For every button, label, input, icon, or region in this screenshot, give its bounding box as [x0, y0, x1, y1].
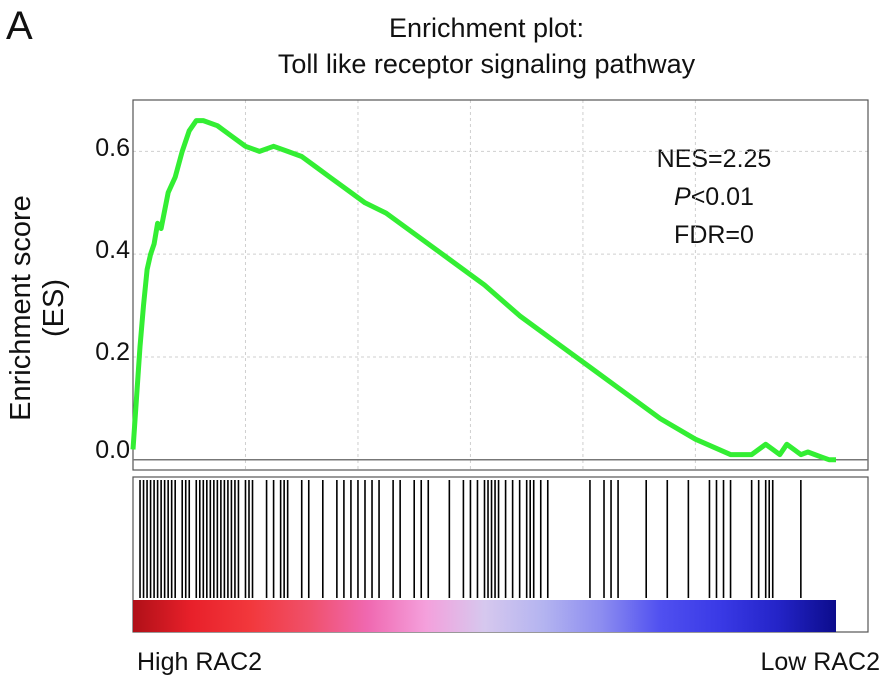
x-label-left: High RAC2	[137, 648, 263, 676]
es-curve	[130, 118, 836, 463]
x-label-right: Low RAC2	[760, 648, 881, 676]
p-value-text: P<0.01	[614, 183, 814, 212]
rank-heatmap	[133, 600, 836, 632]
fdr-text: FDR=0	[674, 221, 754, 249]
y-tick-label: 0.4	[95, 236, 130, 264]
y-tick-label: 0.6	[95, 134, 130, 162]
y-tick-label: 0.0	[95, 436, 130, 464]
y-tick-label: 0.2	[95, 338, 130, 366]
grid	[133, 100, 868, 470]
es-plot-frame	[132, 99, 869, 471]
chart-title-line-2: Toll like receptor signaling pathway	[277, 49, 696, 79]
chart-title-line-1: Enrichment plot:	[388, 13, 585, 43]
nes-text: NES=2.25	[656, 145, 772, 173]
p-symbol: P	[674, 183, 691, 211]
gene-hits	[139, 480, 802, 598]
p-value: <0.01	[690, 183, 754, 211]
panel-label: A	[6, 4, 33, 48]
